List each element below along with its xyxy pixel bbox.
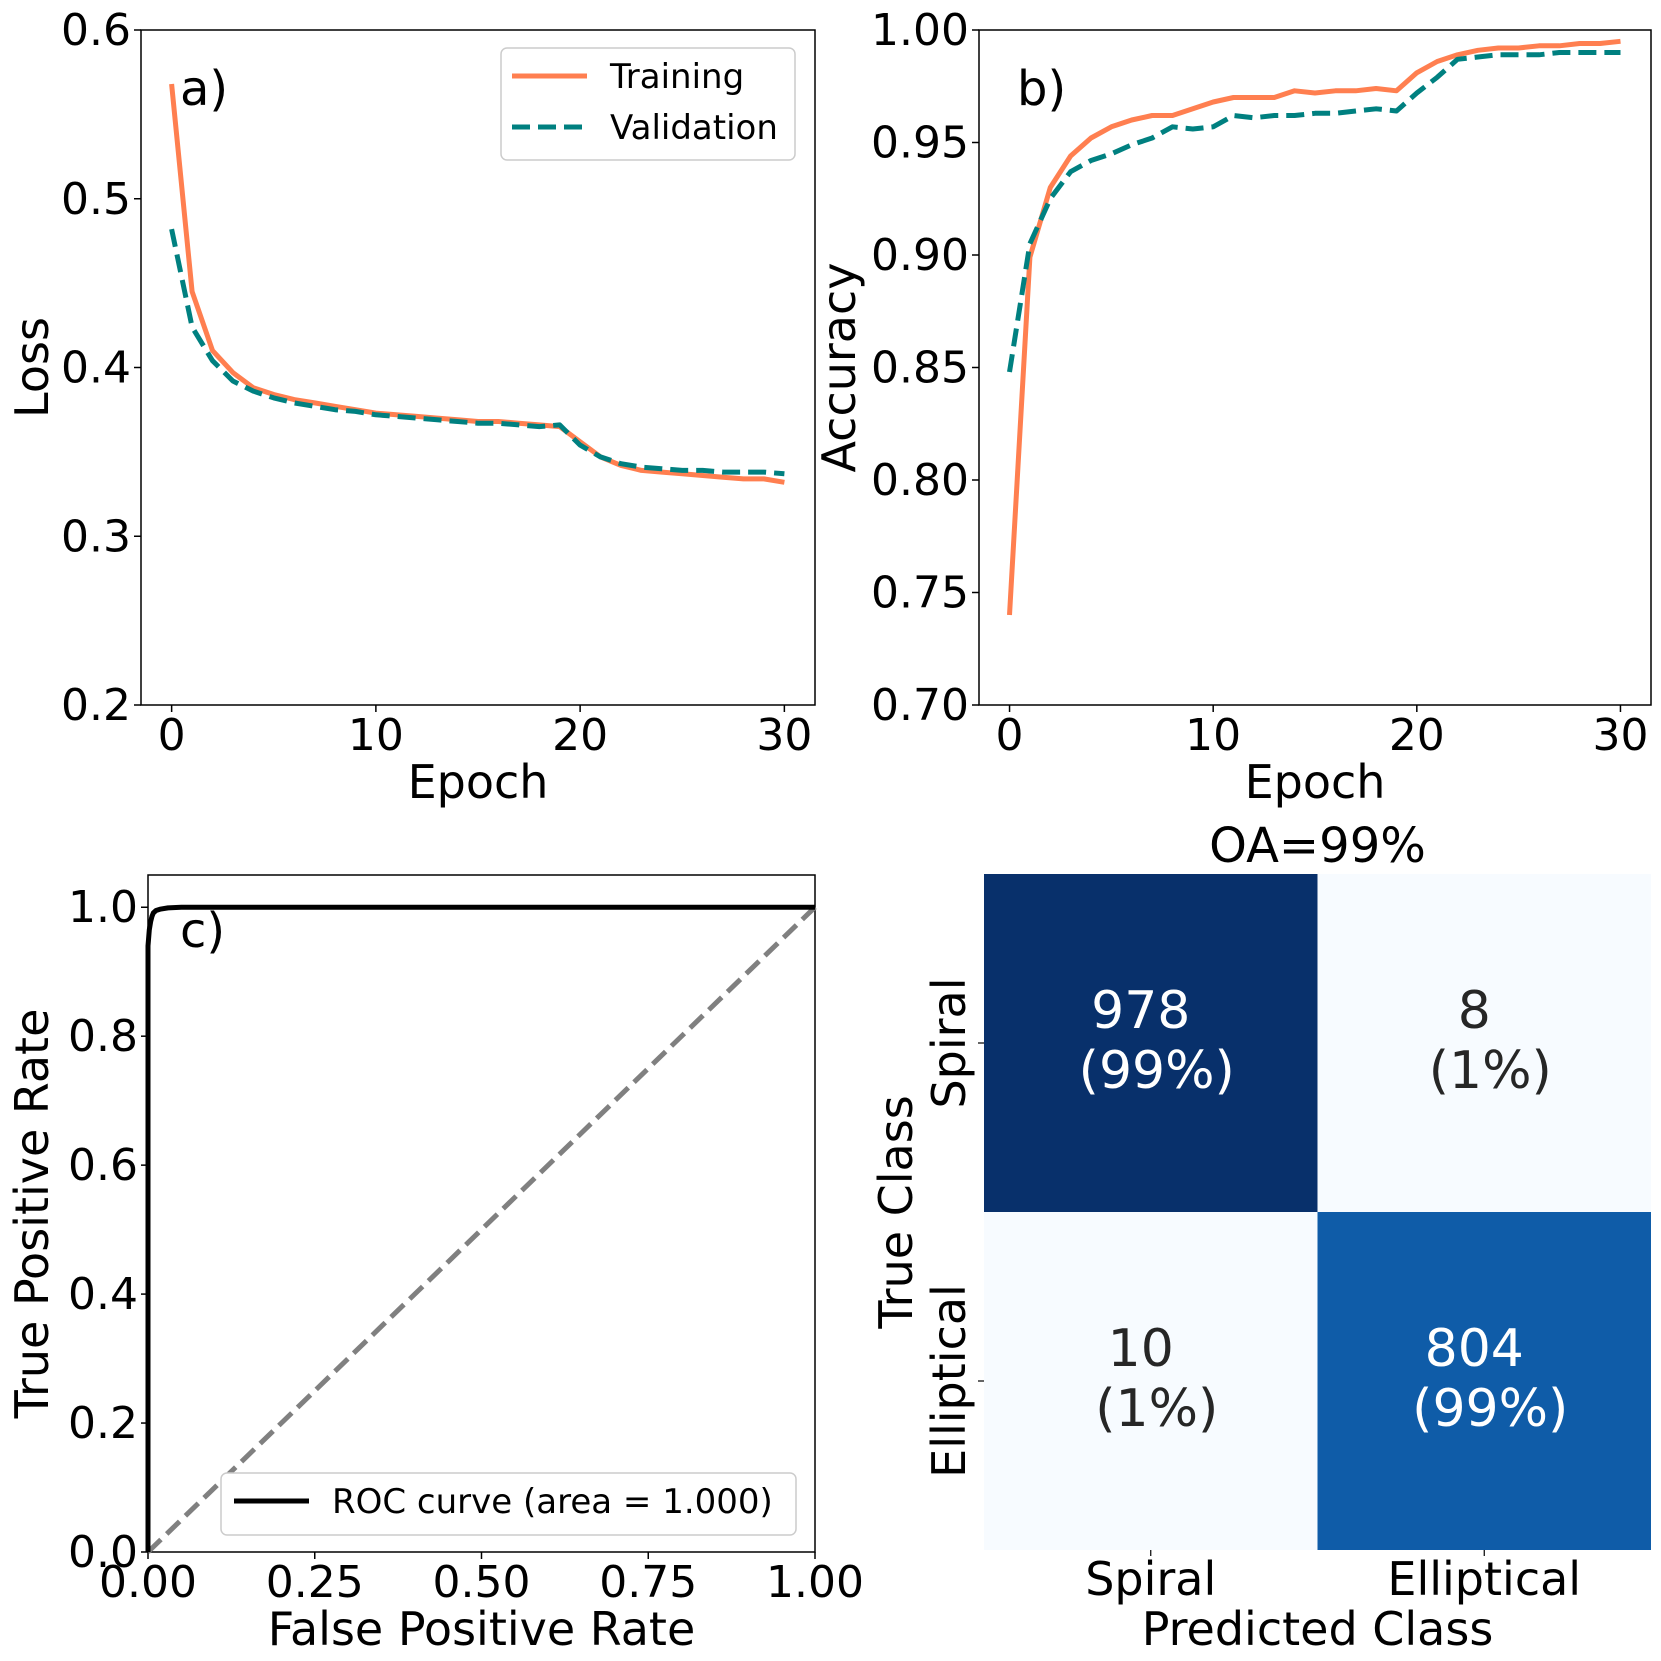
panel-label: b) [1017, 61, 1066, 117]
training-accuracy-line [1007, 38, 1621, 616]
x-tick-label: 0.50 [433, 1557, 531, 1608]
heatmap-cell [1317, 874, 1651, 1212]
heatmap-cell [1317, 1212, 1651, 1550]
x-axis-label: False Positive Rate [268, 1602, 696, 1656]
y-tick-label: 1.0 [68, 882, 138, 933]
legend-label-training: Training [609, 57, 744, 97]
legend-label-validation: Validation [610, 108, 778, 148]
y-tick-label: 0.2 [68, 1398, 138, 1449]
x-tick-label: 1.00 [766, 1557, 864, 1608]
y-tick-label: 0.0 [68, 1527, 138, 1578]
axes-frame [978, 29, 1652, 706]
heatmap-cell [984, 874, 1318, 1212]
cell-percent-label: (99%) [1079, 1041, 1235, 1101]
chance-diagonal-line [146, 905, 817, 1554]
y-tick-label: Spiral [922, 977, 976, 1108]
validation-loss-line [169, 228, 785, 477]
y-tick-label: 0.70 [871, 680, 969, 731]
y-tick-label: 0.4 [61, 343, 131, 394]
y-tick-label: 0.95 [871, 118, 969, 169]
y-tick-label: 0.80 [871, 455, 969, 506]
x-axis-label: Epoch [1245, 755, 1386, 809]
axes-frame [147, 874, 816, 1553]
cell-count-label: 804 [1425, 1319, 1524, 1379]
x-tick-label: 0 [996, 710, 1024, 761]
cell-count-label: 8 [1458, 981, 1491, 1041]
x-tick-label: Elliptical [1387, 1552, 1581, 1606]
y-tick-label: 0.90 [871, 230, 969, 281]
x-tick-label: 20 [1389, 710, 1445, 761]
panel-label: a) [180, 61, 228, 117]
legend-box [220, 1472, 797, 1536]
y-tick-label: 1.00 [871, 5, 969, 56]
x-tick-label: 0.00 [99, 1557, 197, 1608]
x-tick-label: 10 [1185, 710, 1241, 761]
x-tick-label: 0.75 [599, 1557, 697, 1608]
heatmap-cell [984, 1212, 1318, 1550]
cell-count-label: 10 [1108, 1319, 1174, 1379]
legend: Training Validation [500, 47, 796, 161]
panel-b-accuracy: 0 10 20 30 0.70 0.75 0.80 0.85 0.90 0.95 1.00 b) Epo… [812, 5, 1652, 809]
y-axis-label: Loss [5, 317, 59, 418]
y-tick-label: Elliptical [922, 1284, 976, 1478]
y-axis-label: True Positive Rate [5, 1009, 59, 1420]
y-axis-label: True Class [869, 1095, 923, 1329]
panel-c-roc: 0.00 0.25 0.50 0.75 1.00 0.0 0.2 0.4 0.6 0.8 1.0 c)… [5, 874, 864, 1656]
x-tick-label: Spiral [1085, 1552, 1216, 1606]
y-tick-label: 0.3 [61, 511, 131, 562]
y-tick-label: 0.85 [871, 343, 969, 394]
validation-accuracy-line [1007, 50, 1621, 373]
cell-count-label: 978 [1091, 981, 1190, 1041]
panel-d-confusion-matrix: 978(99%)8(1%)10(1%)804(99%)OA=99%Spiral E… [869, 818, 1651, 1656]
legend-label-roc: ROC curve (area = 1.000) [332, 1482, 773, 1522]
y-tick-label: 0.6 [61, 5, 131, 56]
cell-percent-label: (99%) [1412, 1379, 1568, 1439]
y-tick-label: 0.2 [61, 680, 131, 731]
y-axis-label: Accuracy [812, 262, 866, 472]
y-tick-label: 0.8 [68, 1011, 138, 1062]
cell-percent-label: (1%) [1429, 1041, 1552, 1101]
x-tick-label: 30 [756, 710, 812, 761]
x-tick-label: 0.25 [266, 1557, 364, 1608]
y-tick-label: 0.75 [871, 568, 969, 619]
roc-curve-line [145, 904, 815, 1552]
x-tick-label: 30 [1592, 710, 1648, 761]
cell-percent-label: (1%) [1095, 1379, 1218, 1439]
y-tick-label: 0.5 [61, 174, 131, 225]
y-tick-label: 0.4 [68, 1269, 138, 1320]
x-axis-label: Predicted Class [1142, 1602, 1494, 1656]
x-axis-label: Epoch [408, 755, 549, 809]
x-tick-label: 10 [348, 710, 404, 761]
y-tick-label: 0.6 [68, 1140, 138, 1191]
chart-title: OA=99% [1209, 818, 1426, 874]
panel-label: c) [180, 903, 225, 959]
panel-a-loss: 0 10 20 30 0.2 0.3 0.4 0.5 0.6 a) Epoch Loss Trainin… [5, 5, 816, 809]
legend: ROC curve (area = 1.000) [220, 1472, 797, 1536]
x-tick-label: 0 [158, 710, 186, 761]
x-tick-label: 20 [552, 710, 608, 761]
